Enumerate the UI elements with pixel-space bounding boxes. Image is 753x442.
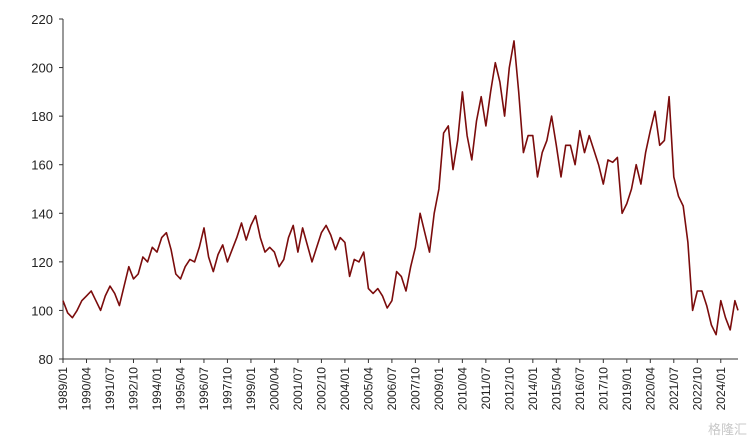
x-tick-label: 2007/10 [408, 367, 422, 411]
x-tick-label: 2016/07 [573, 367, 587, 411]
x-tick-label: 2014/01 [526, 367, 540, 411]
x-tick-label: 2001/07 [291, 367, 305, 411]
x-tick-label: 1999/01 [244, 367, 258, 411]
x-tick-label: 2020/04 [643, 367, 657, 411]
y-tick-label: 180 [31, 109, 53, 124]
x-tick-label: 2009/01 [432, 367, 446, 411]
y-tick-label: 100 [31, 303, 53, 318]
y-axis: 80 100 120 140 160 180 200 220 [31, 12, 64, 367]
x-tick-label: 2017/10 [596, 367, 610, 411]
series-layer [62, 40, 739, 336]
y-tick-label: 200 [31, 61, 53, 76]
x-tick-label: 1990/04 [79, 367, 93, 411]
x-tick-label: 2002/10 [314, 367, 328, 411]
y-tick-label: 120 [31, 255, 53, 270]
x-tick-label: 2004/01 [338, 367, 352, 411]
x-tick-label: 2022/10 [690, 367, 704, 411]
series-line-0 [62, 40, 739, 336]
x-tick-label: 2019/01 [620, 367, 634, 411]
x-tick-label: 1996/07 [197, 367, 211, 411]
x-tick-label: 1997/10 [220, 367, 234, 411]
y-tick-label: 220 [31, 12, 53, 27]
x-tick-label: 2011/07 [479, 367, 493, 410]
y-tick-label: 140 [31, 206, 53, 221]
x-tick-label: 2012/10 [502, 367, 516, 411]
x-axis: 1989/01 1990/04 1991/07 1992/10 1994/01 1995/… [56, 358, 738, 411]
watermark-text: 格隆汇 [707, 423, 747, 438]
x-tick-label: 1991/07 [103, 367, 117, 411]
x-tick-label: 2006/07 [385, 367, 399, 411]
x-tick-label: 1992/10 [126, 367, 140, 411]
x-tick-label: 2021/07 [667, 367, 681, 411]
y-tick-label: 160 [31, 158, 53, 173]
x-tick-label: 2024/01 [714, 367, 728, 411]
x-tick-label: 2015/04 [549, 367, 563, 411]
x-tick-label: 1995/04 [173, 367, 187, 411]
y-tick-label: 80 [39, 352, 53, 367]
x-tick-label: 1994/01 [150, 367, 164, 411]
x-tick-label: 2000/04 [267, 367, 281, 411]
x-tick-label: 1989/01 [56, 367, 70, 411]
x-tick-label: 2010/04 [455, 367, 469, 411]
x-tick-label: 2005/04 [361, 367, 375, 411]
